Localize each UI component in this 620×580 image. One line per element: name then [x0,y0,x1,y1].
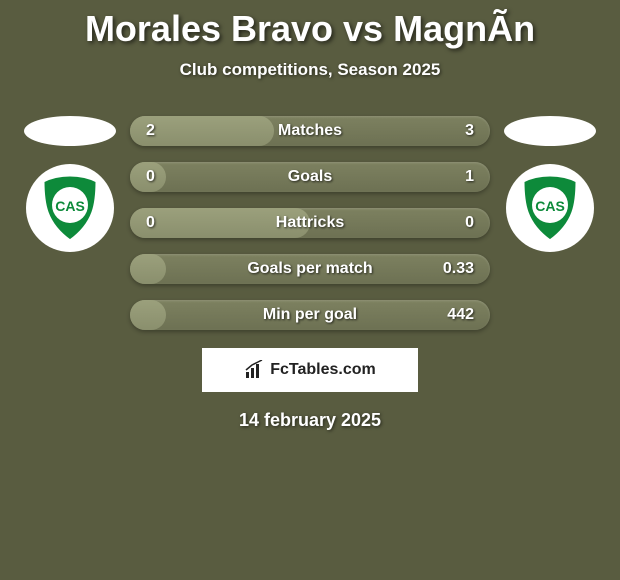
stat-label: Min per goal [263,306,357,324]
stat-bar: 2 Matches 3 [130,116,490,146]
stat-bar-fill [130,254,166,284]
badge-text: CAS [55,198,85,214]
player-right-column: CAS [500,116,600,252]
infographic-container: Morales Bravo vs MagnÃ­n Club competitio… [0,0,620,431]
player-left-club-badge: CAS [26,164,114,252]
brand-box[interactable]: FcTables.com [202,348,418,392]
page-subtitle: Club competitions, Season 2025 [0,60,620,80]
stat-label: Goals per match [247,260,372,278]
stat-left-value: 0 [146,168,155,186]
stat-right-value: 0.33 [443,260,474,278]
stat-left-value: 2 [146,122,155,140]
stat-label: Goals [288,168,332,186]
stat-right-value: 0 [465,214,474,232]
stat-left-value: 0 [146,214,155,232]
player-left-avatar-placeholder [24,116,116,146]
brand-text: FcTables.com [270,361,376,379]
stat-bar: Min per goal 442 [130,300,490,330]
chart-icon [244,360,264,380]
stat-right-value: 3 [465,122,474,140]
player-left-column: CAS [20,116,120,252]
stat-bar: 0 Goals 1 [130,162,490,192]
stats-column: 2 Matches 3 0 Goals 1 0 Hattricks 0 Goals per mat… [130,116,490,330]
shield-icon: CAS [519,173,581,243]
shield-icon: CAS [39,173,101,243]
date-text: 14 february 2025 [0,410,620,431]
stat-label: Hattricks [276,214,344,232]
page-title: Morales Bravo vs MagnÃ­n [0,8,620,50]
stat-bar: 0 Hattricks 0 [130,208,490,238]
stat-right-value: 1 [465,168,474,186]
badge-text: CAS [535,198,565,214]
stat-bar: Goals per match 0.33 [130,254,490,284]
stat-right-value: 442 [447,306,474,324]
player-right-club-badge: CAS [506,164,594,252]
stat-bar-fill [130,300,166,330]
stat-label: Matches [278,122,342,140]
player-right-avatar-placeholder [504,116,596,146]
main-row: CAS 2 Matches 3 0 Goals 1 0 Hattricks 0 Goals per… [0,116,620,330]
